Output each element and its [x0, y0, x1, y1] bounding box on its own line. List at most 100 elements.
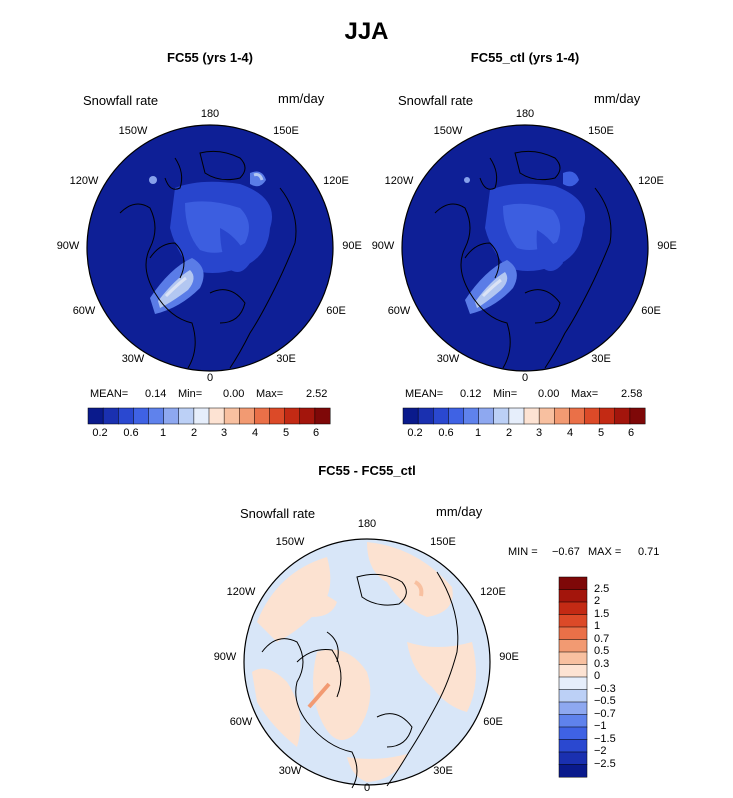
lon-label-90w: 90W	[56, 240, 80, 252]
cb-tick-fc55-ctl-6: 5	[597, 427, 605, 439]
colorbar-diff	[558, 576, 588, 778]
snowfall-field-fc55	[149, 171, 272, 314]
colorbar-diff-swatch	[558, 601, 588, 615]
cb-tick-fc55-ctl-1: 0.6	[438, 427, 454, 439]
lon-label-90w: 90W	[213, 651, 237, 663]
colorbar-swatch	[314, 407, 331, 425]
cb-tick-fc55-ctl-2: 1	[474, 427, 482, 439]
lon-label-0: 0	[206, 372, 214, 384]
colorbar-swatch	[584, 407, 601, 425]
lon-label-180: 180	[200, 108, 220, 120]
colorbar-swatch	[599, 407, 616, 425]
units-label-diff: mm/day	[436, 504, 483, 519]
colorbar-diff-label: 0.7	[594, 632, 610, 645]
colorbar-swatch	[87, 407, 104, 425]
lon-label-150w: 150W	[275, 536, 305, 548]
polar-map-fc55-ctl	[401, 124, 649, 372]
colorbar-swatch	[299, 407, 316, 425]
panel-title-fc55-ctl: FC55_ctl (yrs 1-4)	[470, 50, 580, 65]
lon-label-90e: 90E	[342, 240, 362, 252]
lon-label-120w: 120W	[69, 175, 99, 187]
polar-map-diff	[243, 538, 491, 789]
lon-label-30w: 30W	[121, 353, 145, 365]
map-border-fc55	[86, 124, 334, 372]
colorbar-diff-swatch	[558, 651, 588, 665]
stat-mean-label-fc55-ctl: MEAN=	[405, 388, 444, 400]
lon-label-60e: 60E	[641, 305, 661, 317]
colorbar-swatch	[448, 407, 464, 425]
colorbar-swatch	[118, 407, 134, 425]
diff-max-value: 0.71	[638, 546, 660, 558]
lon-label-0: 0	[363, 782, 371, 794]
colorbar-diff-label: 1	[594, 620, 601, 632]
lon-label-60e: 60E	[483, 716, 503, 728]
map-border-diff	[243, 538, 491, 786]
lon-label-150e: 150E	[273, 125, 299, 137]
cb-tick-fc55-4: 3	[220, 427, 228, 439]
colorbar-swatch	[629, 407, 646, 425]
units-label-fc55-ctl: mm/day	[594, 91, 641, 106]
stat-max-value-fc55: 2.52	[306, 388, 328, 400]
diff-hotspot-2	[413, 580, 424, 597]
lon-label-30w: 30W	[436, 353, 460, 365]
lon-label-150w: 150W	[118, 125, 148, 137]
diff-min-label: MIN =	[508, 546, 538, 558]
colorbar-diff-swatch	[558, 614, 588, 628]
colorbar-diff-label: −0.3	[594, 682, 616, 695]
colorbar-diff-label: −1.5	[594, 732, 616, 745]
colorbar-diff-swatch	[558, 589, 588, 603]
stat-min-value-fc55: 0.00	[223, 388, 245, 400]
colorbar-diff-label: −0.7	[594, 707, 616, 720]
colorbar-diff-swatch	[558, 689, 588, 703]
colorbar-diff-swatch	[558, 739, 588, 753]
cb-tick-fc55-5: 4	[251, 427, 259, 439]
colorbar-diff-label: 2	[594, 595, 601, 607]
colorbar-diff-swatch	[558, 626, 588, 640]
colorbar-swatch	[193, 407, 210, 425]
colorbar-swatch	[554, 407, 570, 425]
colorbar-diff-label: 2.5	[594, 582, 610, 595]
lon-label-90e: 90E	[499, 651, 519, 663]
colorbar-diff-swatch	[558, 639, 588, 653]
colorbar-swatch	[223, 407, 240, 425]
colorbar-swatch	[569, 407, 585, 425]
lon-label-120w: 120W	[226, 586, 256, 598]
lon-label-120w: 120W	[384, 175, 414, 187]
colorbar-swatch	[417, 407, 434, 425]
colorbar-diff-label: 0	[594, 670, 601, 682]
stat-min-label-fc55: Min=	[178, 388, 203, 400]
lon-label-150w: 150W	[433, 125, 463, 137]
colorbar-swatch	[523, 407, 540, 425]
stat-min-value-fc55-ctl: 0.00	[538, 388, 560, 400]
colorbar-fc55	[87, 407, 331, 425]
stat-mean-label-fc55: MEAN=	[90, 388, 129, 400]
variable-label-diff: Snowfall rate	[240, 506, 316, 521]
coastlines-fc55	[119, 150, 297, 369]
colorbar-swatch	[254, 407, 270, 425]
lon-label-120e: 120E	[638, 175, 664, 187]
colorbar-diff-label: −2.5	[594, 757, 616, 770]
colorbar-swatch	[208, 407, 225, 425]
lon-label-60w: 60W	[72, 305, 96, 317]
polar-map-fc55	[86, 124, 334, 372]
colorbar-diff-swatch	[558, 764, 588, 778]
diff-panel-title: FC55 - FC55_ctl	[318, 463, 416, 478]
units-label-fc55: mm/day	[278, 91, 325, 106]
lon-label-90w: 90W	[371, 240, 395, 252]
lon-label-30w: 30W	[278, 765, 302, 777]
cb-tick-fc55-ctl-5: 4	[566, 427, 574, 439]
colorbar-swatch	[133, 407, 149, 425]
colorbar-swatch	[148, 407, 165, 425]
coastlines-fc55-ctl	[434, 150, 612, 369]
cb-tick-fc55-1: 0.6	[123, 427, 139, 439]
stat-max-value-fc55-ctl: 2.58	[621, 388, 643, 400]
lon-label-150e: 150E	[430, 536, 456, 548]
colorbar-swatch	[463, 407, 480, 425]
coastlines-diff	[261, 571, 459, 789]
lon-label-180: 180	[515, 108, 535, 120]
colorbar-diff-swatch	[558, 726, 588, 740]
colorbar-fc55-ctl	[402, 407, 646, 425]
lon-label-90e: 90E	[657, 240, 677, 252]
colorbar-swatch	[239, 407, 255, 425]
colorbar-diff-label: 0.3	[594, 657, 610, 670]
